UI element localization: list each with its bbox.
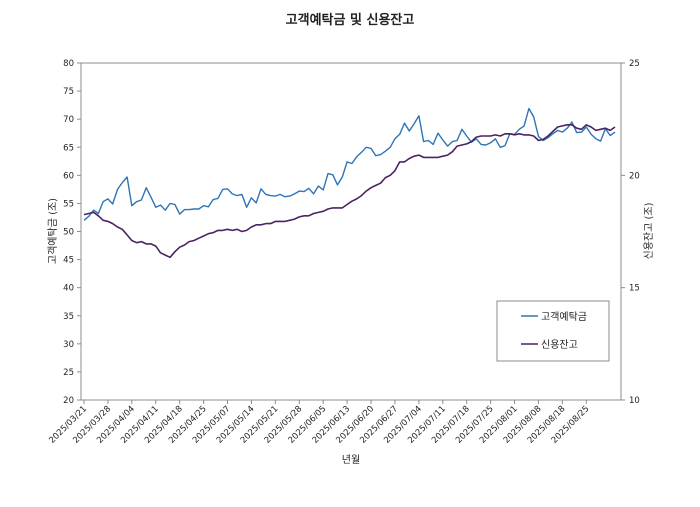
legend-label-customer-deposits: 고객예탁금 [541, 311, 587, 323]
left-tick-label: 65 [63, 143, 74, 153]
left-tick-label: 70 [63, 115, 74, 125]
left-tick-label: 80 [63, 59, 74, 69]
left-tick-label: 45 [63, 256, 74, 266]
y-axis-left-label: 고객예탁금 (조) [47, 198, 59, 264]
series-line-customer-deposits [83, 107, 616, 221]
series-line-credit-balance [83, 124, 616, 259]
left-tick-label: 75 [63, 87, 74, 97]
left-tick-label: 50 [63, 228, 74, 238]
left-axis-ticks: 20 25 30 35 40 45 50 55 60 65 70 75 80 [63, 59, 81, 406]
left-tick-label: 25 [63, 368, 74, 378]
left-tick-label: 35 [63, 312, 74, 322]
legend-label-credit-balance: 신용잔고 [541, 339, 578, 351]
y-axis-right-label: 신용잔고 (조) [643, 202, 655, 259]
series-layer [83, 107, 616, 259]
right-tick-label: 20 [629, 171, 640, 181]
x-axis-label: 년월 [342, 454, 360, 466]
right-tick-label: 25 [629, 59, 640, 69]
left-tick-label: 20 [63, 396, 74, 406]
right-axis-ticks: 10 15 20 25 [621, 59, 640, 406]
legend: 고객예탁금 신용잔고 [496, 300, 610, 362]
chart-title: 고객예탁금 및 신용잔고 [286, 12, 415, 28]
left-tick-label: 55 [63, 199, 74, 209]
right-tick-label: 15 [629, 284, 640, 294]
right-tick-label: 10 [629, 396, 640, 406]
left-tick-label: 30 [63, 340, 74, 350]
left-tick-label: 60 [63, 171, 74, 181]
left-tick-label: 40 [63, 284, 74, 294]
x-axis-ticks: 2025/03/212025/03/282025/04/042025/04/11… [47, 400, 591, 446]
legend-box [496, 300, 610, 362]
